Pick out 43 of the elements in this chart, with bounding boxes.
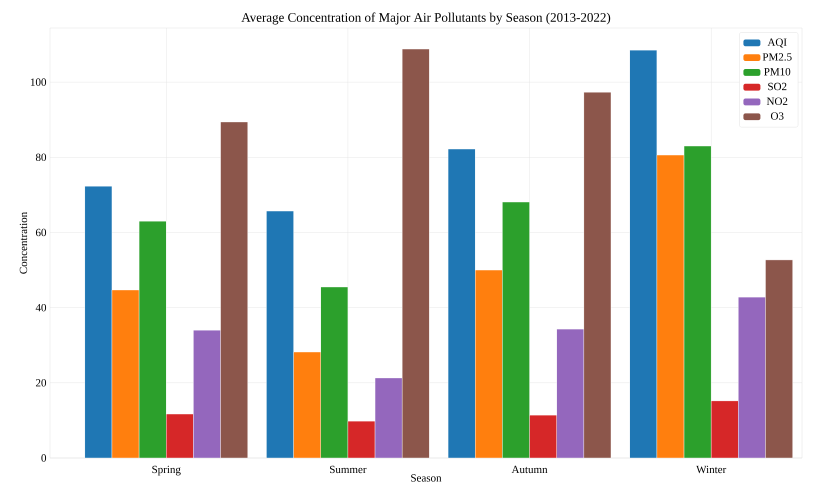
y-tick-label: 40 [36, 304, 46, 312]
legend-label: NO2 [766, 98, 788, 105]
bar [402, 49, 430, 458]
bar [684, 146, 712, 458]
bar [738, 296, 766, 458]
bar [448, 149, 476, 458]
y-tick-label: 0 [41, 454, 46, 462]
x-tick-label: Winter [696, 466, 726, 474]
bar [630, 50, 658, 458]
x-tick-label: Summer [330, 466, 366, 474]
bar [530, 415, 557, 458]
bar [475, 270, 502, 458]
bar [502, 202, 530, 458]
y-axis-title: Concentration [20, 212, 28, 274]
y-tick-label: 100 [30, 78, 46, 86]
bar [375, 378, 402, 458]
bar [294, 352, 321, 458]
bar [348, 421, 376, 458]
bar [139, 221, 166, 458]
legend-label: AQI [768, 38, 787, 48]
y-tick-label: 80 [36, 154, 46, 162]
bar [266, 211, 294, 458]
bar [320, 286, 348, 458]
bar [765, 260, 793, 458]
bar [84, 186, 112, 458]
bar [193, 330, 221, 458]
bar [166, 414, 194, 458]
bar [220, 122, 248, 458]
bar [584, 92, 611, 458]
x-axis-title: Season [411, 474, 442, 482]
chart-title: Average Concentration of Major Air Pollutants by Season (2013-2022) [241, 12, 610, 25]
legend-label: SO2 [768, 82, 786, 90]
legend-label: PM10 [764, 68, 790, 76]
x-tick-label: Spring [152, 466, 181, 476]
x-tick-label: Autumn [512, 466, 548, 474]
bar [710, 400, 739, 458]
y-tick-label: 60 [36, 228, 46, 236]
legend-label: PM2.5 [762, 53, 792, 61]
y-tick-label: 20 [36, 379, 46, 387]
bar [112, 290, 140, 458]
legend-label: O3 [770, 112, 784, 120]
bar [656, 154, 684, 458]
bar [556, 329, 584, 458]
